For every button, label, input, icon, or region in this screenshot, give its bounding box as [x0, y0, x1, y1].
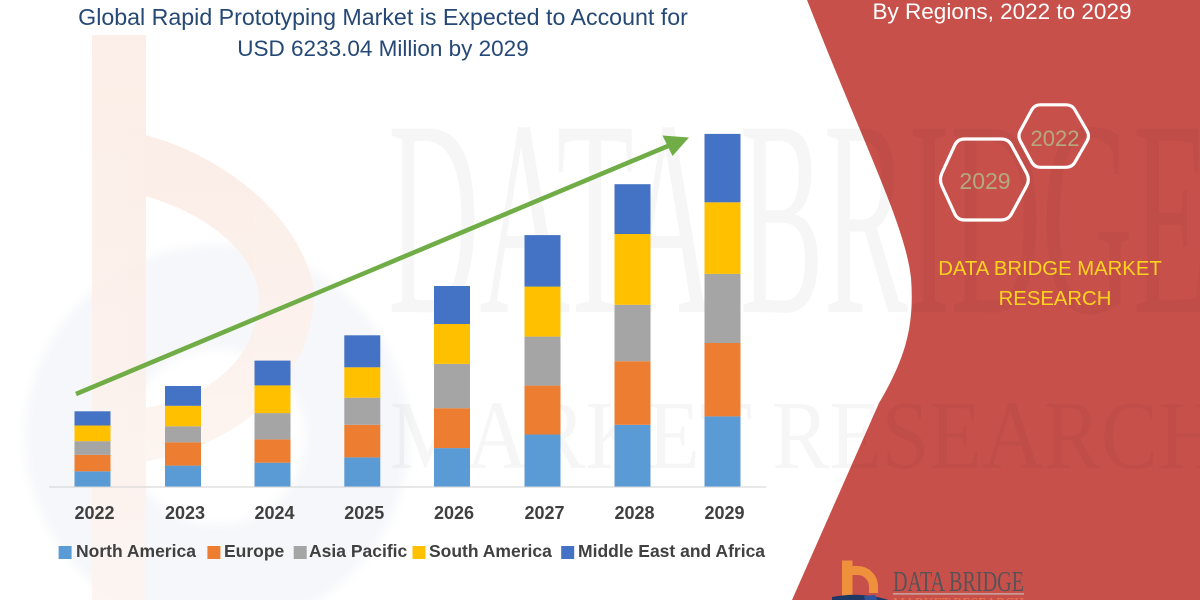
svg-text:USD 6233.04 Million by 2029: USD 6233.04 Million by 2029 [237, 36, 528, 61]
svg-text:MARKET RESEARCH: MARKET RESEARCH [893, 596, 1024, 600]
svg-text:RESEARCH: RESEARCH [999, 288, 1112, 310]
svg-text:South America: South America [429, 541, 552, 561]
svg-text:2025: 2025 [344, 503, 384, 523]
svg-text:2029: 2029 [959, 168, 1010, 194]
svg-text:2028: 2028 [614, 503, 654, 523]
svg-text:Asia Pacific: Asia Pacific [309, 541, 408, 561]
svg-text:2024: 2024 [254, 503, 294, 523]
svg-text:By Regions, 2022 to 2029: By Regions, 2022 to 2029 [873, 0, 1132, 24]
svg-text:Europe: Europe [224, 541, 285, 561]
svg-text:DATA BRIDGE MARKET: DATA BRIDGE MARKET [938, 258, 1162, 280]
svg-text:Middle East and Africa: Middle East and Africa [578, 541, 765, 561]
svg-text:North America: North America [76, 541, 196, 561]
svg-text:DATA BRIDGE: DATA BRIDGE [893, 566, 1024, 598]
svg-text:Global Rapid Prototyping Marke: Global Rapid Prototyping Market is Expec… [78, 4, 688, 30]
svg-text:2029: 2029 [704, 503, 744, 523]
svg-text:2023: 2023 [165, 503, 205, 523]
svg-text:2022: 2022 [1031, 126, 1080, 151]
svg-text:2022: 2022 [74, 503, 114, 523]
svg-text:2026: 2026 [434, 503, 474, 523]
svg-text:2027: 2027 [524, 503, 564, 523]
